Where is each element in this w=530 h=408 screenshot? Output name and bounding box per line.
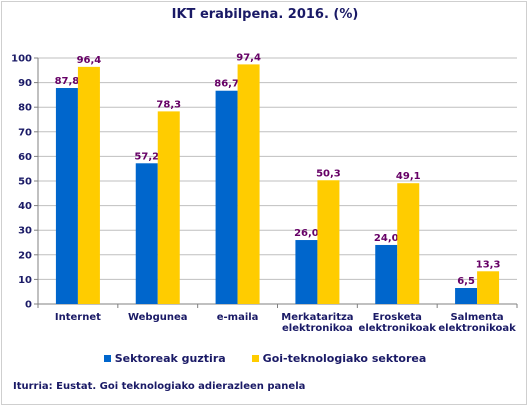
bar: [397, 183, 420, 304]
legend-swatch-hightech: [251, 355, 259, 362]
source-note: Iturria: Eustat. Goi teknologiako adiera…: [13, 381, 306, 392]
y-tick-label: 50: [18, 177, 32, 188]
y-tick-label: 30: [18, 226, 32, 237]
bar: [455, 288, 478, 304]
legend-item-hightech: Goi-teknologiako sektorea: [251, 352, 427, 365]
bar: [295, 240, 318, 304]
bar-value-label: 87,8: [55, 76, 80, 87]
x-tick-label: Merkataritza: [281, 312, 353, 323]
bar-value-label: 86,7: [214, 79, 239, 90]
x-tick-label: elektronikoa: [282, 323, 353, 334]
y-tick-label: 100: [11, 54, 32, 65]
x-tick-label: Webgunea: [128, 312, 188, 323]
y-tick-label: 70: [18, 127, 32, 138]
bar: [215, 90, 238, 304]
x-tick-label: Internet: [55, 312, 101, 323]
legend-swatch-total: [103, 355, 111, 362]
legend-label-hightech: Goi-teknologiako sektorea: [262, 352, 427, 365]
bar: [77, 66, 100, 304]
bar: [55, 88, 78, 305]
x-tick-label: Salmenta: [450, 312, 503, 323]
bar-value-label: 24,0: [374, 233, 399, 244]
y-tick-label: 20: [18, 250, 32, 261]
bar: [157, 111, 180, 304]
bar-value-label: 50,3: [316, 168, 341, 179]
bar-value-label: 97,4: [236, 52, 261, 63]
legend-label-total: Sektoreak guztira: [114, 352, 226, 365]
chart-title: IKT erabilpena. 2016. (%): [171, 7, 359, 22]
bar: [317, 180, 340, 304]
y-tick-label: 90: [18, 78, 32, 89]
bar: [237, 64, 260, 304]
y-tick-label: 0: [25, 300, 32, 311]
x-tick-label: e-maila: [217, 312, 259, 323]
x-tick-label: elektronikoak: [438, 323, 516, 334]
bar-value-label: 13,3: [476, 259, 501, 270]
bar: [477, 271, 500, 304]
legend: Sektoreak guztira Goi-teknologiako sekto…: [0, 352, 530, 365]
y-tick-label: 60: [18, 152, 32, 163]
bar-value-label: 57,2: [134, 151, 159, 162]
bar-value-label: 26,0: [294, 228, 319, 239]
x-tick-label: elektronikoak: [359, 323, 437, 334]
bar: [135, 163, 158, 304]
bar-value-label: 96,4: [77, 55, 102, 66]
bar-value-label: 78,3: [156, 99, 181, 110]
bar-value-label: 49,1: [396, 171, 421, 182]
y-tick-label: 80: [18, 103, 32, 114]
x-tick-label: Erosketa: [373, 312, 422, 323]
bar-value-label: 6,5: [457, 276, 475, 287]
bar: [375, 244, 398, 304]
legend-item-total: Sektoreak guztira: [103, 352, 226, 365]
y-tick-label: 40: [18, 201, 32, 212]
y-tick-label: 10: [18, 275, 32, 286]
